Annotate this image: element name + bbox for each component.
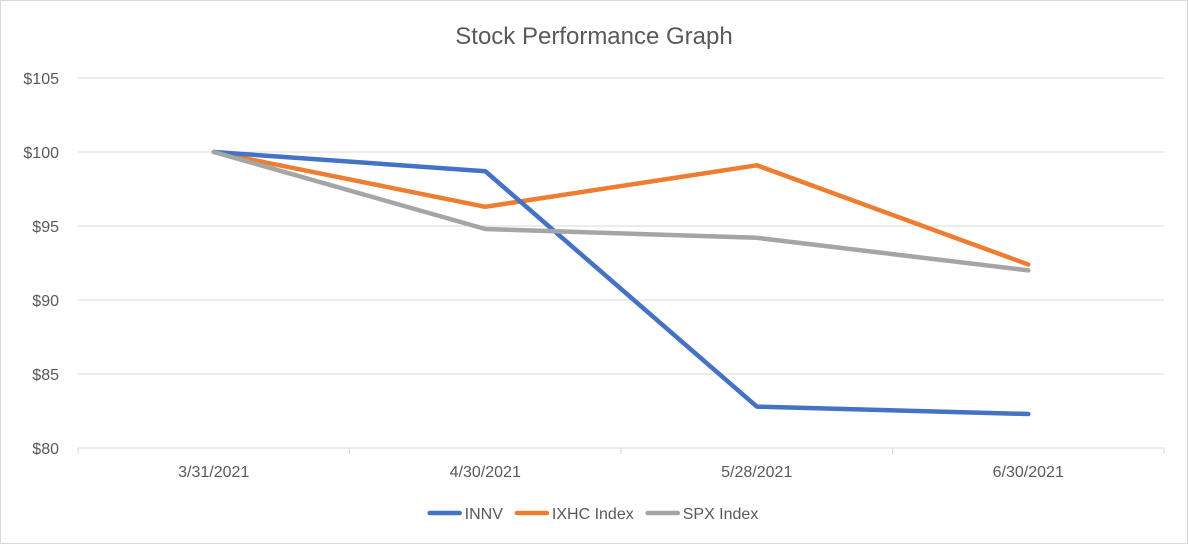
x-tick-label: 4/30/2021 (450, 464, 521, 481)
y-tick-label: $105 (23, 71, 59, 88)
gridlines (78, 77, 1164, 375)
y-tick-label: $85 (32, 367, 59, 384)
series-line-spx-index (211, 149, 1031, 273)
y-axis-ticks: $80 $85 $90 $95 $100 $105 (23, 71, 59, 458)
series-line-innv (211, 149, 1031, 417)
legend-label: IXHC Index (552, 506, 634, 523)
series-lines (211, 149, 1031, 417)
legend-label: SPX Index (683, 506, 759, 523)
x-axis (77, 447, 1165, 454)
y-tick-label: $90 (32, 293, 59, 310)
y-tick-label: $100 (23, 145, 59, 162)
legend: INNV IXHC Index SPX Index (427, 506, 759, 523)
y-tick-label: $80 (32, 441, 59, 458)
y-tick-label: $95 (32, 219, 59, 236)
legend-label: INNV (465, 506, 504, 523)
x-tick-label: 3/31/2021 (178, 464, 249, 481)
series-line-ixhc-index (211, 149, 1031, 267)
x-tick-label: 6/30/2021 (993, 464, 1064, 481)
x-tick-label: 5/28/2021 (721, 464, 792, 481)
chart-title: Stock Performance Graph (455, 23, 732, 50)
x-axis-ticks: 3/31/2021 4/30/2021 5/28/2021 6/30/2021 (178, 464, 1064, 481)
